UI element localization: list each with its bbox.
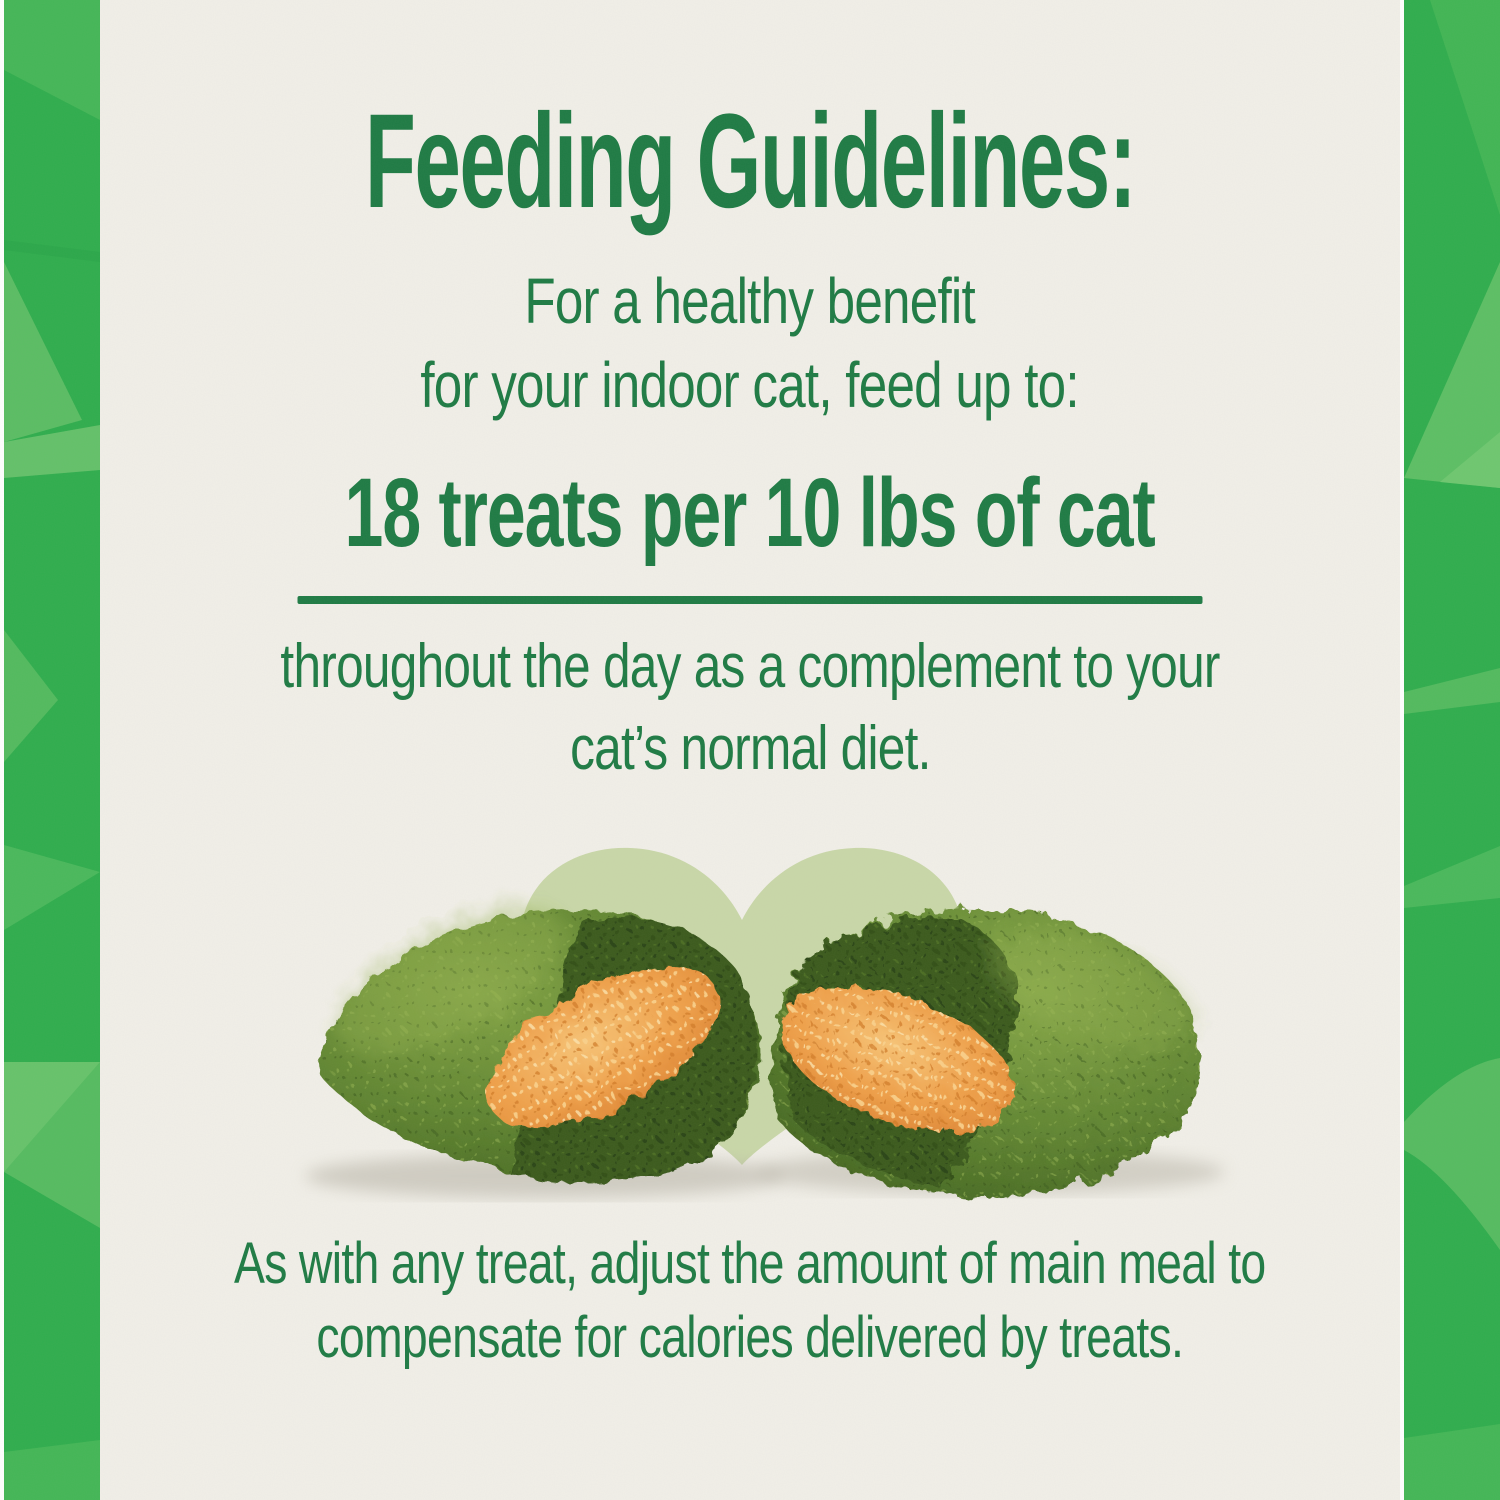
footer-line-2: compensate for calories delivered by tre… (316, 1305, 1185, 1370)
divider-rule (297, 596, 1203, 604)
intro-line-1: For a healthy benefit (524, 265, 976, 337)
left-border-pattern (0, 0, 100, 1500)
label-content: Feeding Guidelines: For a healthy benefi… (100, 0, 1400, 1500)
intro-line-2: for your indoor cat, feed up to: (420, 349, 1080, 421)
body-line-1: throughout the day as a complement to yo… (280, 632, 1220, 701)
page-title: Feeding Guidelines: (100, 87, 1400, 236)
body-line-2: cat’s normal diet. (569, 714, 931, 783)
right-border-pattern (1400, 0, 1500, 1500)
highlight-text: 18 treats per 10 lbs of cat (344, 458, 1156, 567)
treat-right-image (772, 908, 1201, 1198)
left-border-decoration (0, 0, 100, 1500)
treat-artwork (305, 847, 1225, 1198)
right-border-decoration (1400, 0, 1500, 1500)
page-title-text: Feeding Guidelines: (364, 87, 1137, 236)
